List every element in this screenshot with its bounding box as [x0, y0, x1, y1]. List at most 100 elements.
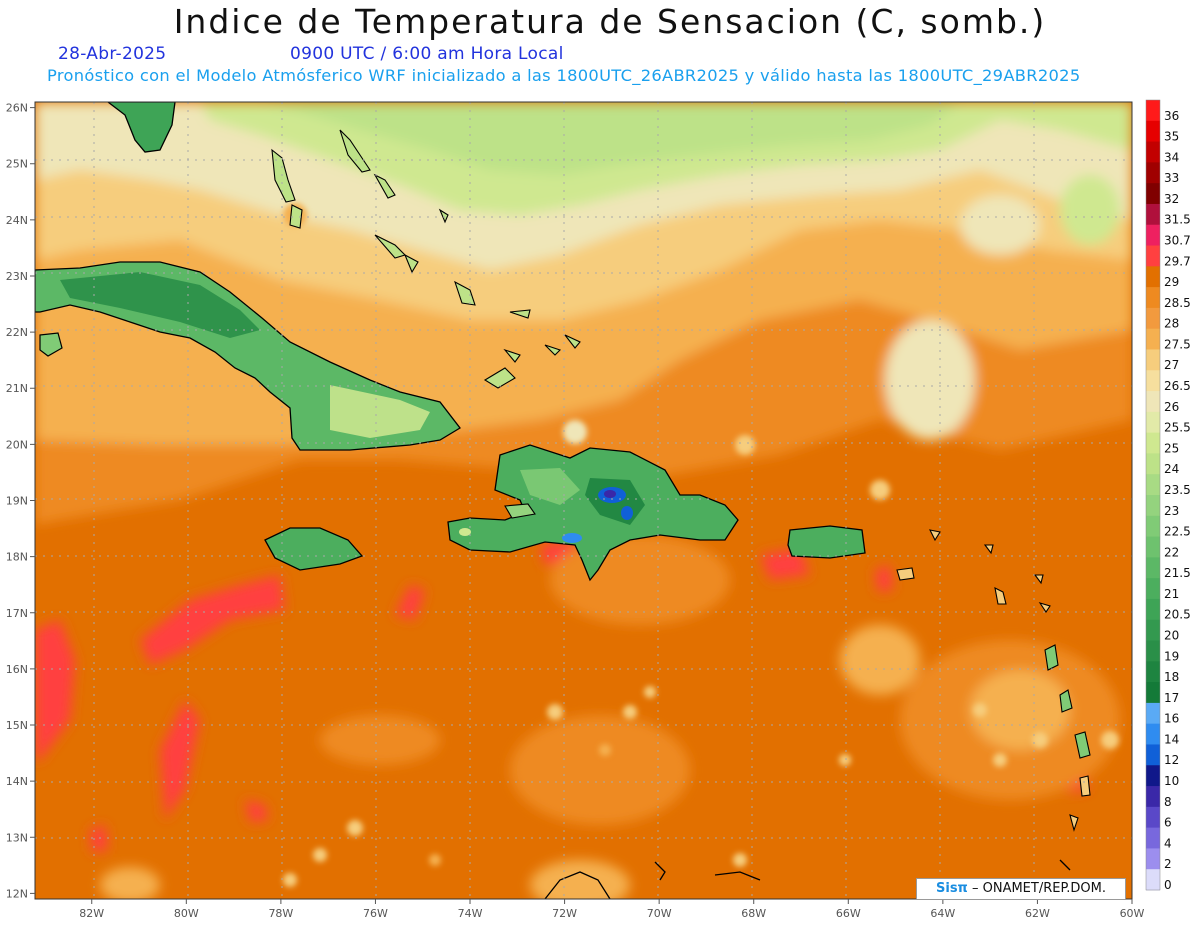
colorbar-label: 2: [1164, 857, 1172, 871]
lat-tick-label: 24N: [6, 214, 28, 227]
lon-tick-label: 76W: [363, 907, 388, 920]
colorbar-swatch: [1146, 640, 1160, 662]
colorbar-swatch: [1146, 328, 1160, 350]
map-plot-area: [35, 102, 1132, 899]
colorbar-label: 26.5: [1164, 379, 1191, 393]
map-grid: [35, 102, 1132, 899]
lon-tick-label: 62W: [1025, 907, 1050, 920]
credit-box: Sisπ – ONAMET/REP.DOM.: [916, 878, 1126, 900]
colorbar-label: 27.5: [1164, 337, 1191, 351]
lat-tick-label: 16N: [6, 663, 28, 676]
bahamas: [271, 129, 581, 389]
jamaica: [264, 527, 364, 571]
colorbar-label: 20: [1164, 628, 1179, 642]
colorbar-label: 31.5: [1164, 213, 1191, 227]
puerto-rico: [787, 525, 866, 559]
colorbar-label: 16: [1164, 712, 1179, 726]
colorbar-swatch: [1146, 349, 1160, 371]
colorbar-label: 18: [1164, 670, 1179, 684]
hispaniola: [447, 444, 739, 582]
colorbar-swatch: [1146, 848, 1160, 870]
south-america-coast: [544, 859, 1071, 899]
lat-tick-label: 15N: [6, 719, 28, 732]
colorbar-label: 32: [1164, 192, 1179, 206]
lat-tick-label: 21N: [6, 382, 28, 395]
colorbar-swatch: [1146, 432, 1160, 454]
colorbar-label: 24: [1164, 462, 1179, 476]
colorbar-frame: [1145, 99, 1161, 891]
colorbar-label: 23: [1164, 504, 1179, 518]
colorbar-swatch: [1146, 474, 1160, 496]
colorbar-label: 8: [1164, 795, 1172, 809]
isla-juventud: [39, 332, 63, 357]
colorbar-swatch: [1146, 266, 1160, 288]
lat-tick-label: 17N: [6, 607, 28, 620]
colorbar-label: 19: [1164, 649, 1179, 663]
gonave: [504, 503, 536, 519]
lat-tick-label: 18N: [6, 551, 28, 564]
sispi-logo: Sisπ: [936, 881, 968, 896]
colorbar-label: 27: [1164, 358, 1179, 372]
colorbar-label: 28.5: [1164, 296, 1191, 310]
colorbar-swatch: [1146, 765, 1160, 787]
colorbar-label: 25.5: [1164, 421, 1191, 435]
colorbar-swatch: [1146, 100, 1160, 122]
lesser-antilles: [896, 529, 1091, 832]
colorbar-swatch: [1146, 453, 1160, 475]
lon-tick-label: 64W: [930, 907, 955, 920]
colorbar-label: 12: [1164, 753, 1179, 767]
colorbar-swatch: [1146, 203, 1160, 226]
colorbar-swatch: [1146, 411, 1160, 434]
colorbar: 363534333231.530.729.72928.52827.52726.5…: [1145, 99, 1191, 892]
colorbar-label: 6: [1164, 816, 1172, 830]
colorbar-label: 4: [1164, 836, 1172, 850]
colorbar-swatch: [1146, 391, 1160, 413]
colorbar-swatch: [1146, 141, 1160, 163]
colorbar-label: 34: [1164, 150, 1179, 164]
colorbar-swatch: [1146, 183, 1160, 205]
lat-tick-label: 14N: [6, 775, 28, 788]
colorbar-label: 30.7: [1164, 233, 1191, 247]
colorbar-label: 26: [1164, 400, 1179, 414]
colorbar-label: 22.5: [1164, 525, 1191, 539]
colorbar-label: 33: [1164, 171, 1179, 185]
colorbar-swatch: [1146, 557, 1160, 579]
lon-tick-label: 68W: [741, 907, 766, 920]
lon-tick-label: 78W: [268, 907, 293, 920]
longitude-axis: 82W 80W 78W 76W 74W 72W 70W 68W 66W 64W 62W 60W: [79, 899, 1145, 920]
lat-tick-label: 25N: [6, 158, 28, 171]
lon-tick-label: 82W: [79, 907, 104, 920]
colorbar-swatch: [1146, 786, 1160, 808]
colorbar-label: 22: [1164, 545, 1179, 559]
colorbar-swatch: [1146, 723, 1160, 745]
colorbar-swatch: [1146, 744, 1160, 766]
colorbar-swatch: [1146, 682, 1160, 704]
colorbar-swatch: [1146, 806, 1160, 829]
colorbar-swatch: [1146, 702, 1160, 725]
colorbar-label: 29.7: [1164, 254, 1191, 268]
lon-tick-label: 74W: [458, 907, 483, 920]
colorbar-label: 21: [1164, 587, 1179, 601]
colorbar-swatch: [1146, 370, 1160, 392]
colorbar-label: 17: [1164, 691, 1179, 705]
colorbar-swatch: [1146, 536, 1160, 558]
colorbar-swatch: [1146, 515, 1160, 538]
florida: [106, 102, 176, 153]
colorbar-swatch: [1146, 598, 1160, 621]
colorbar-swatch: [1146, 869, 1160, 891]
colorbar-swatch: [1146, 661, 1160, 683]
colorbar-label: 25: [1164, 441, 1179, 455]
colorbar-label: 35: [1164, 130, 1179, 144]
lat-tick-label: 13N: [6, 831, 28, 844]
lat-tick-label: 22N: [6, 326, 28, 339]
lat-tick-label: 23N: [6, 270, 28, 283]
colorbar-label: 21.5: [1164, 566, 1191, 580]
colorbar-label: 0: [1164, 878, 1172, 892]
credit-text: – ONAMET/REP.DOM.: [967, 881, 1106, 896]
colorbar-swatch: [1146, 120, 1160, 143]
colorbar-swatch: [1146, 578, 1160, 600]
lat-tick-label: 12N: [6, 887, 28, 900]
colorbar-label: 20.5: [1164, 608, 1191, 622]
colorbar-label: 28: [1164, 317, 1179, 331]
